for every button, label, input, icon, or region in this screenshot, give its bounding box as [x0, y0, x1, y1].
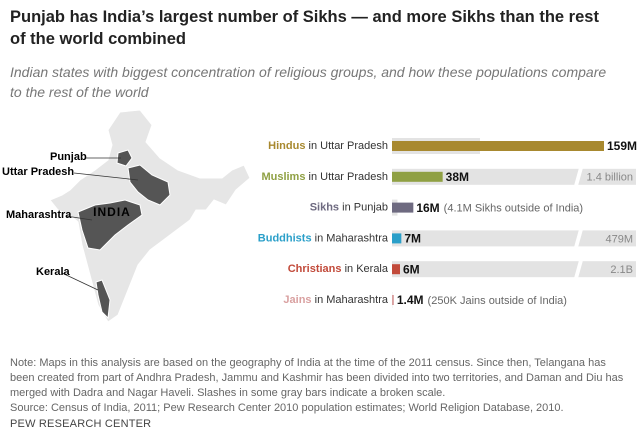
bar-outside [392, 261, 636, 278]
location: in Kerala [345, 263, 389, 275]
category-label: Muslims in Uttar Pradesh [261, 171, 388, 183]
value-label: 159M [607, 139, 637, 153]
religion-name: Muslims [261, 171, 305, 183]
category-label: Jains in Maharashtra [283, 294, 388, 306]
religion-name: Hindus [268, 140, 305, 152]
leader-line [61, 272, 99, 291]
value-label: 1.4M [397, 293, 424, 307]
religion-name: Christians [288, 263, 342, 275]
category-label: Buddhists in Maharashtra [258, 232, 389, 244]
country-label: INDIA [93, 205, 131, 219]
state-kerala [95, 279, 111, 320]
category-label: Sikhs in Punjab [310, 202, 388, 214]
outside-label: 1.4 billion [587, 172, 633, 184]
state-label: Uttar Pradesh [2, 166, 74, 178]
state-punjab [116, 149, 133, 167]
location: in Uttar Pradesh [309, 140, 388, 152]
bar [392, 141, 604, 151]
category-label: Hindus in Uttar Pradesh [268, 140, 388, 152]
title: Punjab has India’s largest number of Sik… [10, 8, 599, 48]
state-uttar-pradesh [127, 164, 171, 206]
value-label: 16M [416, 201, 439, 215]
bar [392, 264, 400, 275]
source: Source: Census of India, 2011; Pew Resea… [10, 402, 564, 414]
bar-outside [392, 230, 636, 247]
scale-break [574, 229, 583, 248]
religion-name: Sikhs [310, 202, 339, 214]
bar-outside [392, 168, 636, 185]
notes: Note: Maps in this analysis are based on… [10, 356, 632, 416]
state-maharashtra [77, 199, 143, 251]
state-label: Maharashtra [6, 209, 72, 221]
category-label: Christians in Kerala [288, 263, 389, 275]
bar [392, 295, 394, 305]
leader-line [65, 215, 93, 221]
value-label: 6M [403, 262, 420, 276]
bar [392, 171, 443, 182]
bar [392, 202, 414, 213]
outside-label: (4.1M Sikhs outside of India) [444, 203, 583, 215]
outside-label: 2.1B [610, 264, 633, 276]
location: in Punjab [342, 202, 388, 214]
map: Punjab Uttar Pradesh Maharashtra Kerala … [2, 109, 251, 323]
credit: PEW RESEARCH CENTER [10, 418, 152, 430]
outside-label: (250K Jains outside of India) [428, 295, 567, 307]
scale-break [574, 167, 583, 186]
state-label: Punjab [50, 151, 87, 163]
scale-break [574, 260, 583, 279]
location: in Maharashtra [315, 294, 389, 306]
leader-line [73, 172, 139, 181]
note: Note: Maps in this analysis are based on… [10, 357, 624, 399]
subtitle: Indian states with biggest concentration… [10, 64, 607, 100]
india-outline [49, 109, 251, 323]
bar [392, 233, 402, 244]
religion-name: Buddhists [258, 232, 312, 244]
value-label: 38M [446, 170, 469, 184]
state-label: Kerala [36, 266, 71, 278]
location: in Maharashtra [315, 232, 389, 244]
outside-label: 479M [605, 233, 633, 245]
religion-name: Jains [283, 294, 311, 306]
value-label: 7M [404, 232, 421, 246]
location: in Uttar Pradesh [309, 171, 388, 183]
